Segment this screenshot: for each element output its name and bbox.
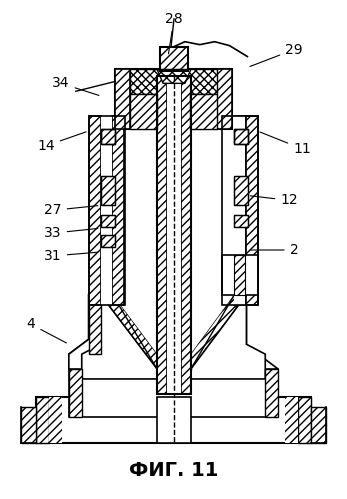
Bar (234, 176, 248, 206)
Text: 31: 31 (44, 249, 98, 263)
Bar (157, 76, 167, 394)
Text: 12: 12 (250, 194, 298, 208)
Bar (234, 129, 248, 144)
Bar (101, 176, 116, 206)
Bar (49, 397, 62, 444)
Text: 4: 4 (27, 317, 66, 343)
Bar (234, 255, 245, 294)
Bar (21, 407, 36, 444)
Text: 33: 33 (44, 226, 98, 240)
Polygon shape (191, 294, 265, 379)
Bar (160, 46, 188, 71)
Bar (101, 235, 116, 247)
Bar (89, 116, 101, 304)
Bar (21, 407, 36, 444)
Polygon shape (112, 294, 235, 369)
Bar (112, 116, 124, 304)
Text: 29: 29 (250, 42, 303, 66)
Bar (311, 407, 326, 444)
Bar (311, 407, 326, 444)
Bar (246, 116, 258, 304)
Bar (130, 69, 217, 94)
Bar (36, 397, 49, 444)
Bar (181, 76, 191, 394)
Bar (246, 116, 258, 304)
Bar (265, 369, 278, 417)
Bar (160, 46, 188, 71)
Bar (69, 369, 82, 417)
Polygon shape (69, 294, 101, 369)
Bar (157, 76, 191, 394)
Bar (89, 294, 101, 354)
Bar (234, 116, 245, 304)
Bar (234, 215, 248, 227)
Bar (190, 94, 217, 129)
Bar (235, 116, 246, 304)
Bar (157, 397, 191, 444)
Bar (101, 129, 116, 144)
Bar (101, 215, 116, 227)
Bar (116, 69, 130, 129)
Bar (116, 69, 130, 129)
Bar (222, 255, 258, 294)
Bar (101, 235, 116, 247)
Bar (235, 116, 246, 304)
Bar (101, 235, 116, 247)
Bar (49, 397, 62, 444)
Bar (101, 176, 116, 206)
Bar (101, 215, 116, 227)
Bar (298, 397, 311, 444)
Bar (69, 369, 82, 417)
Bar (217, 69, 231, 129)
Bar (234, 129, 248, 144)
Text: ФИГ. 11: ФИГ. 11 (129, 461, 219, 480)
Bar (101, 215, 116, 227)
Bar (101, 176, 116, 206)
Bar (89, 116, 125, 304)
Text: 11: 11 (260, 132, 311, 156)
Bar (101, 129, 116, 144)
Text: 27: 27 (44, 203, 98, 218)
Bar (234, 176, 248, 206)
Bar (130, 94, 157, 129)
Bar (69, 369, 278, 417)
Bar (130, 69, 217, 94)
Bar (116, 69, 231, 129)
Polygon shape (237, 294, 278, 369)
Bar (89, 294, 101, 354)
Text: 14: 14 (37, 132, 86, 153)
Polygon shape (82, 294, 157, 379)
Bar (217, 69, 231, 129)
Bar (89, 116, 101, 304)
Bar (265, 369, 278, 417)
Text: 2: 2 (250, 243, 298, 257)
Polygon shape (69, 294, 101, 369)
Bar (234, 129, 248, 144)
Bar (36, 397, 311, 444)
Bar (234, 215, 248, 227)
Bar (157, 76, 167, 394)
Text: 28: 28 (165, 12, 183, 54)
Polygon shape (157, 69, 191, 83)
Bar (101, 116, 112, 304)
Bar (298, 397, 311, 444)
Bar (285, 397, 298, 444)
Bar (130, 94, 157, 129)
Bar (160, 46, 188, 71)
Bar (112, 116, 124, 304)
Bar (190, 94, 217, 129)
Bar (222, 116, 258, 304)
Bar (234, 255, 245, 294)
Text: 34: 34 (52, 76, 99, 95)
Bar (167, 76, 181, 394)
Bar (101, 129, 116, 144)
Bar (234, 176, 248, 206)
Bar (36, 397, 49, 444)
Bar (234, 215, 248, 227)
Bar (181, 76, 191, 394)
Bar (285, 397, 298, 444)
